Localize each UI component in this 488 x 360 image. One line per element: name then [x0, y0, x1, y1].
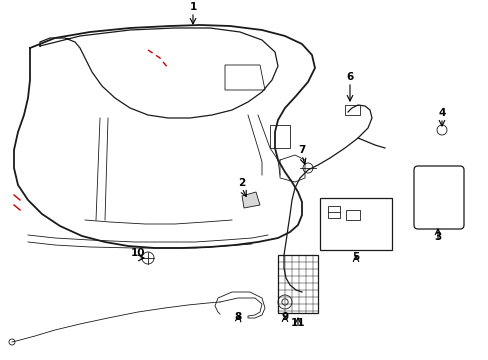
Bar: [278, 255, 317, 313]
Text: 1: 1: [189, 2, 196, 12]
Text: 2: 2: [238, 178, 245, 188]
Text: 5: 5: [352, 252, 359, 262]
Text: 3: 3: [433, 232, 441, 242]
Bar: [319, 198, 391, 250]
Text: 4: 4: [437, 108, 445, 118]
Text: 11: 11: [290, 318, 305, 328]
Text: 8: 8: [234, 312, 241, 322]
Polygon shape: [242, 192, 260, 208]
Text: 7: 7: [298, 145, 305, 155]
Polygon shape: [345, 105, 359, 115]
Text: 10: 10: [130, 248, 145, 258]
Text: 6: 6: [346, 72, 353, 82]
Text: 9: 9: [281, 312, 288, 322]
